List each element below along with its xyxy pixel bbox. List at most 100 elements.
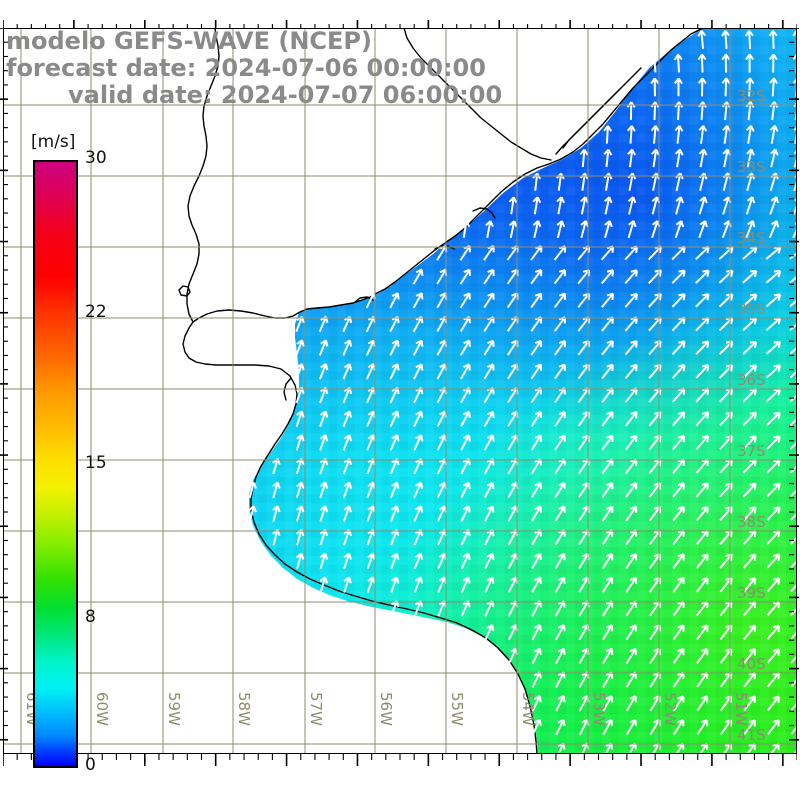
- colorbar-tick-30: 30: [85, 148, 107, 168]
- wind-arrow: [672, 434, 686, 451]
- latitude-label-35S: 35S: [737, 300, 766, 318]
- latitude-label-38S: 38S: [737, 513, 766, 531]
- wind-arrow: [601, 363, 614, 380]
- wind-arrow: [769, 196, 779, 215]
- wind-arrow: [532, 196, 542, 215]
- wind-arrow: [766, 577, 781, 593]
- wind-arrow: [248, 505, 257, 522]
- wind-arrow: [459, 268, 471, 285]
- wind-arrow: [695, 435, 710, 451]
- wind-arrow: [413, 363, 424, 380]
- wind-arrow: [624, 340, 638, 356]
- wind-arrow: [483, 363, 495, 380]
- wind-arrow: [601, 505, 614, 522]
- wind-arrow: [553, 292, 567, 309]
- axis-bottom-ticks: [3, 753, 797, 766]
- wind-arrow: [672, 576, 685, 593]
- wind-arrow: [695, 364, 710, 379]
- wind-arrow: [743, 553, 757, 569]
- wind-arrow: [389, 410, 400, 427]
- wind-arrow: [601, 292, 615, 308]
- wind-arrow: [742, 482, 757, 498]
- wind-arrow: [698, 148, 708, 168]
- wind-arrow: [295, 410, 305, 427]
- wind-arrow: [530, 434, 543, 451]
- wind-arrow: [530, 363, 543, 380]
- wind-arrow: [765, 340, 782, 355]
- wind-arrow: [295, 339, 305, 356]
- wind-arrow: [389, 434, 400, 451]
- axis-right-ticks: [789, 28, 799, 754]
- wind-arrow: [555, 718, 566, 736]
- wind-arrow: [695, 482, 709, 498]
- wind-arrow: [531, 552, 542, 570]
- wind-arrow: [789, 317, 797, 331]
- wind-arrow: [675, 196, 684, 215]
- wind-arrow: [698, 196, 708, 215]
- wind-arrow: [627, 220, 637, 239]
- wind-arrow: [366, 576, 376, 593]
- wind-arrow: [459, 292, 471, 309]
- wind-arrow: [674, 148, 684, 168]
- wind-arrow: [554, 552, 566, 570]
- wind-arrow: [413, 481, 424, 499]
- wind-arrow: [789, 506, 797, 521]
- wind-arrow: [390, 576, 400, 593]
- wind-arrow: [603, 125, 613, 144]
- wind-arrow: [789, 411, 797, 426]
- wind-arrow: [531, 576, 542, 593]
- wind-arrow: [768, 53, 778, 73]
- wind-arrow: [696, 719, 709, 735]
- longitude-label-58W: 58W: [235, 692, 253, 726]
- wind-arrow: [770, 148, 779, 168]
- wind-arrow: [556, 220, 566, 239]
- wind-arrow: [765, 293, 782, 308]
- wind-arrow: [697, 30, 707, 49]
- wind-arrow: [554, 339, 566, 356]
- longitude-label-59W: 59W: [165, 692, 183, 726]
- wind-arrow: [601, 340, 614, 356]
- colorbar-units-label: [m/s]: [31, 132, 76, 152]
- wind-arrow: [318, 339, 329, 356]
- latitude-label-41S: 41S: [737, 726, 766, 744]
- wind-arrow: [789, 459, 797, 474]
- wind-arrow: [695, 269, 710, 284]
- wind-arrow: [766, 482, 781, 498]
- wind-arrow: [673, 53, 683, 73]
- wind-arrow: [531, 505, 542, 522]
- colorbar-tick-15: 15: [85, 453, 107, 473]
- wind-arrow: [554, 576, 566, 593]
- wind-arrow: [625, 482, 638, 498]
- wind-arrow: [389, 292, 400, 309]
- wind-arrow: [601, 434, 614, 451]
- wind-arrow: [672, 553, 685, 569]
- wind-arrow: [601, 411, 614, 427]
- wind-arrow: [603, 148, 613, 168]
- wind-arrow: [460, 576, 471, 593]
- wind-arrow: [295, 481, 305, 499]
- axis-top-ticks: [3, 20, 797, 29]
- wind-arrow: [790, 600, 797, 616]
- wind-arrow: [508, 196, 518, 215]
- wind-arrow: [600, 269, 615, 285]
- latitude-label-36S: 36S: [737, 371, 766, 389]
- wind-arrow: [789, 270, 797, 284]
- wind-arrow: [342, 363, 353, 380]
- wind-arrow: [601, 576, 614, 593]
- wind-arrow: [672, 695, 685, 712]
- wind-arrow: [530, 292, 543, 309]
- latitude-label-32S: 32S: [737, 87, 766, 105]
- wind-arrow: [672, 624, 685, 641]
- wind-arrow: [745, 77, 755, 97]
- wind-arrow: [343, 552, 352, 570]
- wind-arrow: [625, 434, 638, 451]
- wind-arrow: [744, 30, 754, 50]
- wind-arrow: [530, 339, 543, 356]
- wind-arrow: [790, 719, 797, 735]
- wind-arrow: [672, 505, 685, 522]
- wind-arrow: [556, 196, 565, 215]
- wind-arrow: [745, 196, 756, 215]
- wind-arrow: [295, 552, 305, 570]
- wind-arrow: [697, 53, 707, 73]
- wind-arrow: [412, 292, 424, 309]
